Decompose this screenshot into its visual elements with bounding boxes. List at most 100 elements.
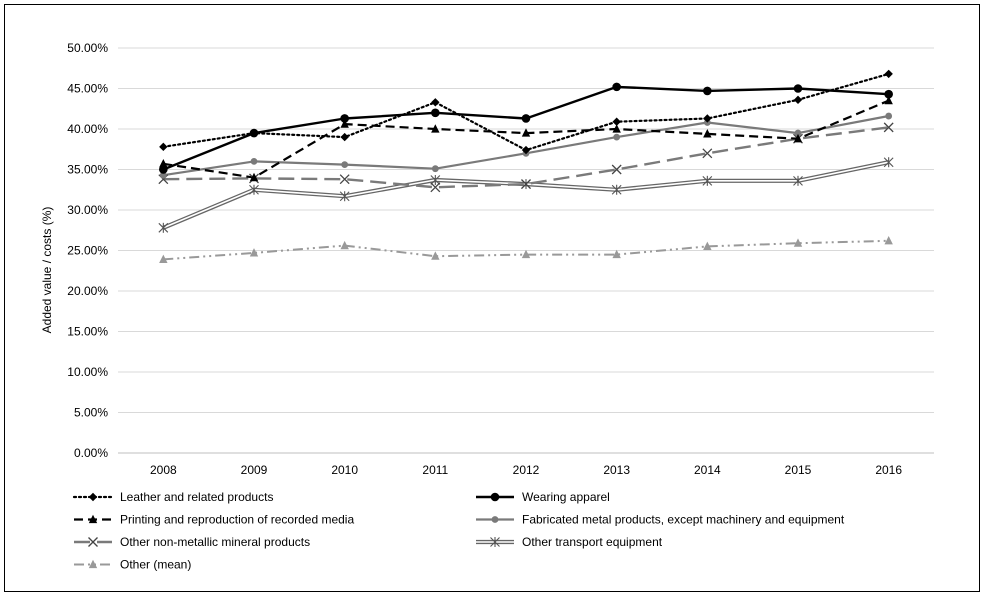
data-point [884,69,893,79]
data-point [340,119,349,128]
data-point [431,124,440,133]
y-tick-label: 45.00% [67,82,108,96]
data-point [794,129,802,137]
data-point [521,179,531,190]
data-point [702,148,713,159]
legend-item: Other non-metallic mineral products [74,535,310,549]
data-point [490,537,500,547]
legend-item: Wearing apparel [476,490,610,504]
data-point [431,98,440,107]
legend-label: Other transport equipment [522,535,663,549]
data-point [339,174,350,185]
data-point [884,235,893,245]
x-tick-label: 2009 [241,463,268,477]
data-point [159,165,168,174]
y-tick-label: 0.00% [74,446,108,460]
x-tick-label: 2013 [603,463,630,477]
data-point [341,161,349,169]
y-tick-label: 35.00% [67,163,108,177]
data-point [249,128,259,138]
data-point [88,537,98,547]
y-tick-label: 10.00% [67,365,108,379]
data-point [793,175,803,186]
data-point [702,175,713,186]
legend-item: Fabricated metal products, except machin… [476,513,845,527]
y-tick-label: 40.00% [67,122,108,136]
data-point [611,184,622,195]
legend-item: Other (mean) [74,558,191,572]
series-line [162,85,889,171]
x-tick-label: 2016 [875,463,902,477]
y-tick-label: 5.00% [74,406,108,420]
data-point [883,157,894,168]
legend-label: Printing and reproduction of recorded me… [120,513,354,527]
legend: Leather and related products Wearing appa… [72,490,845,572]
data-point [339,191,350,202]
data-point [703,86,712,96]
y-tick-label: 25.00% [67,244,108,258]
data-point [612,249,621,259]
x-tick-label: 2011 [422,463,448,477]
x-axis-tick-labels: 2008 2009 2010 2011 2012 2013 2014 2015 2016 [150,463,902,477]
data-point [885,112,893,120]
data-point [793,133,803,143]
data-point [612,117,621,126]
data-point [431,165,439,173]
data-point [250,158,258,165]
series-line-inner [162,161,889,229]
series-line [163,126,889,189]
data-point [613,133,621,141]
x-tick-label: 2012 [513,463,540,477]
data-point [159,142,168,152]
y-tick-label: 15.00% [67,325,108,339]
data-point [703,129,712,138]
data-point [793,238,803,247]
y-tick-label: 50.00% [67,41,108,55]
data-point [703,241,712,251]
data-point [793,84,803,93]
series-lines [162,72,890,261]
data-point [249,184,259,195]
data-point [430,175,441,186]
data-point [491,516,499,523]
series-line [163,239,889,261]
y-axis-label: Added value / costs (%) [40,207,54,334]
series-line [162,160,890,230]
data-point [431,251,440,260]
y-axis-tick-labels: 0.00% 5.00% 10.00% 15.00% 20.00% 25.00% 30.00%… [67,41,108,460]
data-point [159,171,167,179]
data-point [884,95,893,105]
legend-item: Printing and reproduction of recorded me… [74,513,354,527]
legend-item: Leather and related products [72,490,273,504]
legend-label: Fabricated metal products, except machin… [522,513,845,527]
x-tick-label: 2008 [150,463,177,477]
data-point [612,82,621,92]
data-point [793,95,803,105]
data-point [431,108,440,118]
data-point [883,122,894,133]
series-markers [158,69,894,264]
data-point [159,159,168,168]
x-tick-label: 2010 [331,463,358,477]
data-point [88,492,98,502]
data-point [249,248,259,257]
data-point [521,128,531,137]
legend-label: Wearing apparel [522,490,610,504]
data-point [249,172,259,182]
data-point [159,254,168,264]
data-point [340,132,349,142]
series-line [163,99,890,179]
legend-item: Other transport equipment [476,535,663,549]
data-point [612,124,621,133]
data-point [521,145,531,155]
data-point [158,222,169,233]
data-point [521,114,531,123]
legend-label: Other (mean) [120,558,191,572]
data-point [340,240,349,250]
data-point [521,249,531,259]
y-tick-label: 20.00% [67,284,108,298]
data-point [884,89,893,99]
y-tick-label: 30.00% [67,203,108,217]
data-point [88,514,98,524]
